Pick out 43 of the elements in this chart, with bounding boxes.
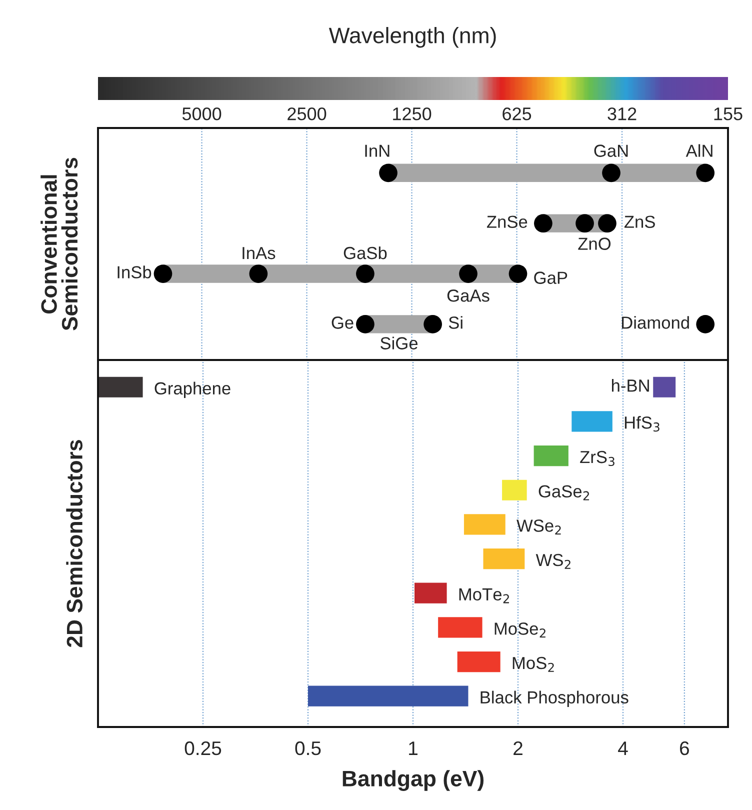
series-label: GaSe$_{2}$ [538,485,590,500]
series-label: InSb [118,266,152,278]
x-tick-label: 2500 [288,107,326,120]
series-label: GaN [594,144,628,157]
x-tick-label: 0.5 [295,741,321,756]
x-tick-label: 0.25 [184,741,222,756]
series-label: Si [448,316,462,329]
x-tick-label: 1 [409,742,418,755]
series-label: Diamond [622,316,689,329]
series-label: WSe$_{2}$ [516,520,561,535]
series-label: MoS$_{2}$ [512,656,554,672]
series-label: MoTe$_{2}$ [459,588,509,604]
x-tick-label: 4 [618,742,628,755]
series-label: WS$_{2}$ [536,554,570,569]
series-label: Black Phosphorous [480,690,628,707]
series-label: MoSe$_{2}$ [494,622,546,638]
x-tick-label: 155 [714,108,742,120]
y-axis-title: Conventional Semiconductors [40,158,78,330]
series-label: ZnSe [486,216,528,228]
x-tick-label: 312 [608,107,636,120]
series-label: AlN [686,144,712,157]
series-label: h-BN [612,379,649,392]
series-label: HfS$_{3}$ [624,416,660,432]
x-tick-label: 6 [680,741,689,756]
bar [388,164,706,182]
x-axis-title: Bandgap (eV) [342,770,484,791]
series-label: SiGe [380,336,418,350]
series-label: ZrS$_{3}$ [580,450,614,466]
series-label: Ge [332,316,354,329]
y-axis-title: 2D Semiconductors [66,440,82,648]
x-tick-label: 1250 [393,107,432,120]
x-tick-label: 5000 [182,107,222,120]
x-tick-label: 625 [502,107,532,120]
series-label: GaP [534,272,568,284]
series-label: ZnO [578,238,611,250]
x-axis-title: Wavelength (nm) [328,27,496,48]
series-label: ZnS [624,216,655,228]
series-label: GaAs [447,289,490,302]
series-label: InAs [242,247,276,260]
series-label: GaSb [344,246,387,260]
series-label: InN [365,144,390,157]
series-label: Graphene [154,382,230,398]
x-tick-label: 2 [514,741,522,755]
